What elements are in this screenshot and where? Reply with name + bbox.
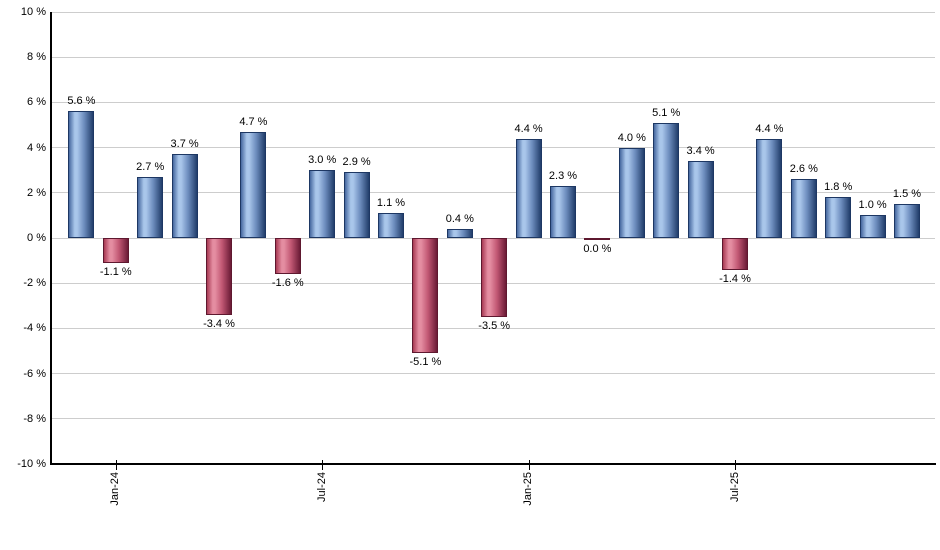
bar-Apr-25[interactable]: [618, 147, 645, 238]
gridline: [51, 418, 935, 420]
bar-Jun-24[interactable]: [274, 238, 301, 275]
x-axis-tick-label: Jan-25: [522, 472, 535, 506]
bar-value-label: 1.5 %: [892, 188, 922, 201]
bar-value-label: 2.9 %: [342, 156, 371, 169]
bar-value-label: -1.1 %: [99, 265, 132, 278]
bar-Nov-25[interactable]: [859, 215, 886, 238]
bar-Mar-25[interactable]: [584, 238, 611, 240]
bar-Jul-24[interactable]: [309, 170, 336, 238]
bar-Dec-23[interactable]: [68, 111, 95, 238]
bar-value-label: 4.4 %: [755, 122, 784, 135]
y-axis-tick-label: 0 %: [27, 232, 46, 244]
gridline: [51, 56, 935, 58]
x-axis: [49, 463, 936, 465]
bar-Sep-24[interactable]: [378, 213, 404, 238]
bar-value-label: 4.4 %: [514, 122, 543, 135]
bar-value-label: 3.0 %: [308, 154, 337, 167]
bar-value-label: 2.7 %: [136, 160, 165, 173]
bar-May-24[interactable]: [240, 131, 267, 238]
gridline: [51, 101, 935, 103]
bar-Apr-24[interactable]: [206, 238, 232, 315]
y-axis-tick-label: -2 %: [23, 277, 46, 290]
y-axis-tick-label: -10 %: [17, 458, 46, 470]
bar-value-label: 1.0 %: [858, 199, 887, 212]
x-axis-tick: [322, 460, 324, 470]
gridline: [51, 147, 935, 149]
bar-Oct-24[interactable]: [412, 238, 439, 354]
bar-Feb-24[interactable]: [137, 176, 164, 238]
bar-Sep-25[interactable]: [790, 179, 817, 238]
gridline: [51, 192, 935, 194]
x-axis-tick: [528, 460, 530, 470]
y-axis: [49, 12, 52, 464]
gridline: [51, 327, 935, 329]
y-axis-tick-label: 8 %: [27, 51, 46, 64]
bar-value-label: 5.1 %: [652, 106, 681, 119]
bar-value-label: 0.4 %: [445, 212, 474, 225]
bar-May-25[interactable]: [653, 122, 680, 238]
bar-value-label: -1.4 %: [719, 272, 751, 285]
bar-Jan-25[interactable]: [515, 138, 542, 238]
x-axis-tick: [735, 460, 736, 470]
gridline: [51, 11, 935, 13]
bar-Jul-25[interactable]: [722, 238, 748, 270]
bar-Aug-24[interactable]: [343, 172, 370, 238]
bar-value-label: 2.6 %: [789, 163, 818, 176]
bar-value-label: -3.4 %: [203, 317, 235, 330]
x-axis-tick: [115, 460, 117, 470]
y-axis-tick-label: 4 %: [27, 141, 46, 154]
bar-value-label: 4.0 %: [617, 131, 646, 144]
y-axis-tick-label: 6 %: [27, 96, 46, 109]
bar-value-label: 0.0 %: [583, 242, 612, 255]
bar-value-label: 5.6 %: [67, 95, 96, 108]
bar-Jun-25[interactable]: [687, 161, 714, 238]
bar-Mar-24[interactable]: [171, 154, 198, 238]
y-axis-tick-label: -8 %: [23, 412, 46, 425]
bar-Nov-24[interactable]: [446, 228, 473, 238]
x-axis-tick-label: Jul-25: [728, 472, 741, 502]
bar-value-label: 3.7 %: [170, 138, 199, 151]
bar-value-label: 4.7 %: [239, 115, 268, 128]
y-axis-tick-label: 2 %: [27, 186, 46, 199]
gridline: [51, 373, 935, 375]
x-axis-tick-label: Jul-24: [315, 472, 328, 502]
bar-value-label: 3.4 %: [686, 145, 715, 158]
bar-value-label: 2.3 %: [548, 170, 578, 183]
x-axis-tick-label: Jan-24: [109, 472, 122, 506]
bar-Feb-25[interactable]: [550, 186, 576, 238]
bar-Aug-25[interactable]: [756, 138, 783, 238]
bar-value-label: -5.1 %: [409, 356, 442, 369]
bar-Dec-24[interactable]: [481, 238, 508, 318]
y-axis-tick-label: -4 %: [23, 322, 46, 335]
bar-Jan-24[interactable]: [102, 238, 129, 263]
bar-Dec-25[interactable]: [894, 204, 920, 238]
bar-Oct-25[interactable]: [825, 197, 852, 238]
bar-value-label: -1.6 %: [271, 277, 304, 290]
bar-value-label: -3.5 %: [478, 320, 511, 333]
y-axis-tick-label: -6 %: [23, 367, 46, 380]
bar-value-label: 1.1 %: [376, 197, 406, 210]
bar-value-label: 1.8 %: [824, 181, 853, 194]
y-axis-tick-label: 10 %: [20, 6, 46, 18]
